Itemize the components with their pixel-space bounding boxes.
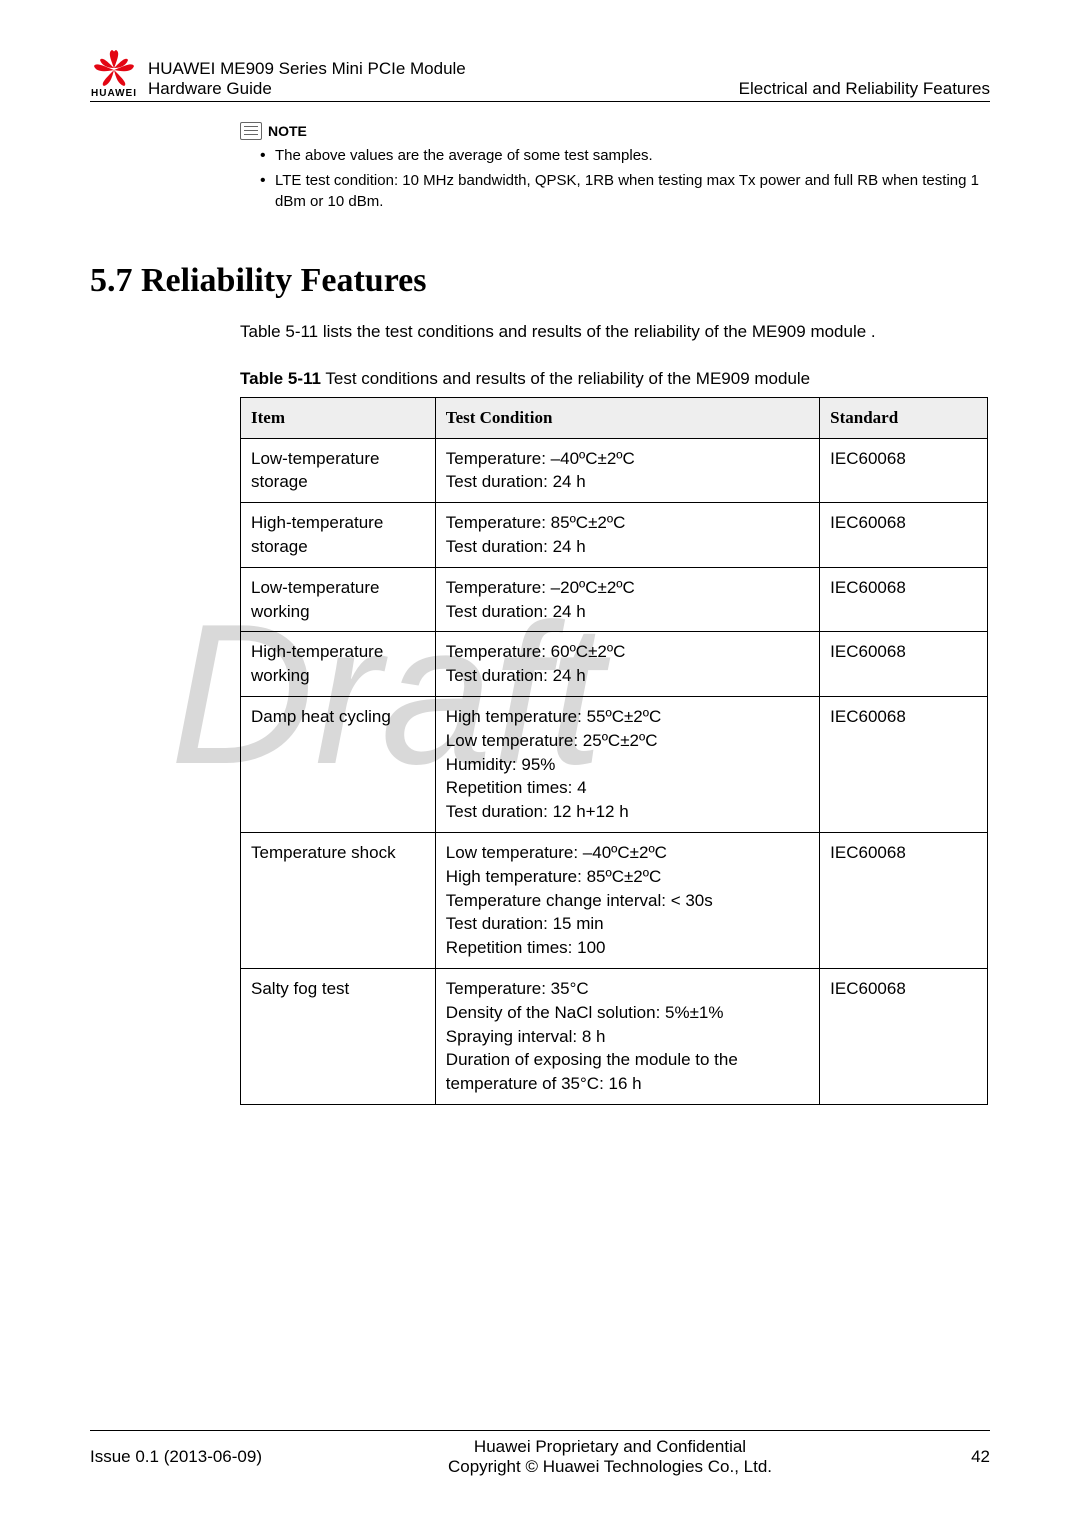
table-cell-standard: IEC60068 [820, 503, 988, 568]
table-header-row: Item Test Condition Standard [241, 397, 988, 438]
note-item: LTE test condition: 10 MHz bandwidth, QP… [260, 170, 990, 212]
table-cell-item: Low-temperature working [241, 567, 436, 632]
section-heading: 5.7 Reliability Features [90, 262, 990, 300]
table-header-standard: Standard [820, 397, 988, 438]
footer-copyright: Copyright © Huawei Technologies Co., Ltd… [290, 1457, 930, 1477]
note-item: The above values are the average of some… [260, 145, 990, 166]
table-row: Damp heat cycling High temperature: 55ºC… [241, 696, 988, 832]
table-cell-item: High-temperature working [241, 632, 436, 697]
table-cell-condition: High temperature: 55ºC±2ºC Low temperatu… [435, 696, 819, 832]
table-cell-item: Damp heat cycling [241, 696, 436, 832]
table-cell-standard: IEC60068 [820, 438, 988, 503]
footer-center: Huawei Proprietary and Confidential Copy… [290, 1437, 930, 1477]
table-cell-item: Salty fog test [241, 968, 436, 1104]
note-list: The above values are the average of some… [240, 145, 990, 212]
header-titles: HUAWEI ME909 Series Mini PCIe Module Har… [148, 59, 739, 99]
huawei-logo: HUAWEI [90, 50, 138, 99]
table-cell-item: Temperature shock [241, 832, 436, 968]
table-cell-condition: Temperature: –20ºC±2ºC Test duration: 24… [435, 567, 819, 632]
table-caption-text: Test conditions and results of the relia… [321, 369, 810, 388]
huawei-flower-icon [90, 50, 138, 88]
header-title-line1: HUAWEI ME909 Series Mini PCIe Module [148, 59, 739, 79]
note-label: NOTE [268, 123, 307, 139]
header-title-line2: Hardware Guide [148, 79, 739, 99]
table-cell-standard: IEC60068 [820, 696, 988, 832]
table-cell-condition: Temperature: –40ºC±2ºC Test duration: 24… [435, 438, 819, 503]
table-row: High-temperature working Temperature: 60… [241, 632, 988, 697]
table-cell-item: High-temperature storage [241, 503, 436, 568]
table-caption-label: Table 5-11 [240, 369, 321, 388]
logo-text: HUAWEI [91, 88, 137, 99]
table-cell-condition: Temperature: 85ºC±2ºC Test duration: 24 … [435, 503, 819, 568]
note-header: NOTE [240, 122, 990, 140]
table-row: Salty fog test Temperature: 35°C Density… [241, 968, 988, 1104]
footer-proprietary: Huawei Proprietary and Confidential [290, 1437, 930, 1457]
table-cell-standard: IEC60068 [820, 832, 988, 968]
reliability-table: Item Test Condition Standard Low-tempera… [240, 397, 988, 1105]
table-cell-standard: IEC60068 [820, 968, 988, 1104]
footer-issue: Issue 0.1 (2013-06-09) [90, 1447, 290, 1467]
note-icon [240, 122, 262, 140]
header-section-name: Electrical and Reliability Features [739, 79, 990, 99]
table-caption: Table 5-11 Test conditions and results o… [240, 369, 990, 389]
table-header-item: Item [241, 397, 436, 438]
note-section: NOTE The above values are the average of… [240, 122, 990, 212]
table-row: Low-temperature working Temperature: –20… [241, 567, 988, 632]
page-header: HUAWEI HUAWEI ME909 Series Mini PCIe Mod… [90, 50, 990, 102]
table-cell-condition: Low temperature: –40ºC±2ºC High temperat… [435, 832, 819, 968]
table-cell-condition: Temperature: 35°C Density of the NaCl so… [435, 968, 819, 1104]
table-cell-standard: IEC60068 [820, 567, 988, 632]
section-intro: Table 5-11 lists the test conditions and… [240, 320, 990, 344]
table-cell-condition: Temperature: 60ºC±2ºC Test duration: 24 … [435, 632, 819, 697]
table-row: High-temperature storage Temperature: 85… [241, 503, 988, 568]
table-row: Temperature shock Low temperature: –40ºC… [241, 832, 988, 968]
table-header-condition: Test Condition [435, 397, 819, 438]
footer-page-number: 42 [930, 1447, 990, 1467]
table-cell-standard: IEC60068 [820, 632, 988, 697]
page-footer: Issue 0.1 (2013-06-09) Huawei Proprietar… [90, 1430, 990, 1477]
table-cell-item: Low-temperature storage [241, 438, 436, 503]
table-body: Low-temperature storage Temperature: –40… [241, 438, 988, 1104]
table-row: Low-temperature storage Temperature: –40… [241, 438, 988, 503]
